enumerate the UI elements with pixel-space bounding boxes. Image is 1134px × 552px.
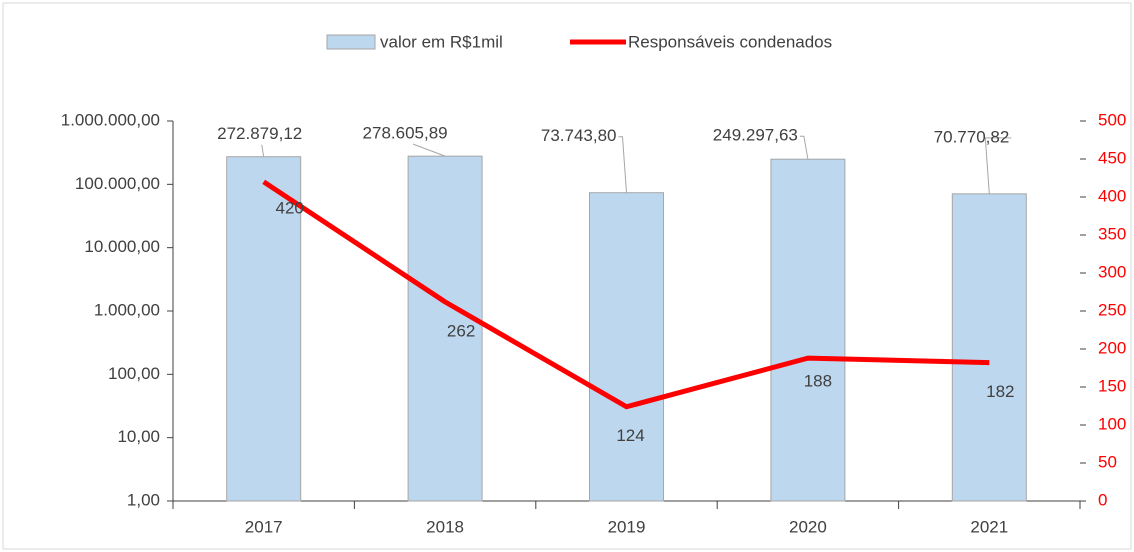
line-value-label: 420 [276,198,304,217]
y2-tick-label: 150 [1098,376,1126,395]
line-value-label: 188 [804,372,832,391]
x-tick-label: 2019 [608,517,646,536]
x-tick-label: 2021 [970,517,1008,536]
bar-value-label: 70.770,82 [934,127,1010,146]
y-tick-label: 1.000,00 [94,300,160,319]
bar-value-label: 73.743,80 [541,126,617,145]
line-value-label: 182 [986,382,1014,401]
y-tick-label: 100.000,00 [75,174,160,193]
legend-label: valor em R$1mil [380,32,503,51]
y2-tick-label: 400 [1098,186,1126,205]
leader-line [261,144,265,157]
bar [407,155,483,502]
bar-value-label: 272.879,12 [217,124,302,143]
y-tick-label: 10.000,00 [84,237,160,256]
line [262,179,990,410]
y-tick-label: 10,00 [117,427,160,446]
leader-line [799,135,809,160]
y2-tick-label: 500 [1098,110,1126,129]
bar-value-label: 249.297,63 [713,126,798,145]
y2-tick-label: 450 [1098,148,1126,167]
y2-tick-label: 100 [1098,414,1126,433]
y-tick-label: 1.000.000,00 [61,110,160,129]
y-tick-label: 1,00 [127,490,160,509]
y2-tick-label: 0 [1098,490,1107,509]
line-value-label: 124 [616,426,644,445]
leader-line [412,143,446,157]
bar [951,193,1027,502]
y2-tick-label: 250 [1098,300,1126,319]
leader-line [618,136,627,193]
bar [226,156,302,502]
x-tick-label: 2017 [245,517,283,536]
y2-tick-label: 50 [1098,452,1117,471]
bar [589,192,664,502]
bar [770,158,846,502]
bar-value-label: 278.605,89 [363,124,448,143]
legend-swatch [326,34,376,50]
leader-line [984,137,1012,194]
line-value-label: 262 [447,321,475,340]
y2-tick-label: 200 [1098,338,1126,357]
x-tick-label: 2020 [789,517,827,536]
x-tick-label: 2018 [426,517,464,536]
y-tick-label: 100,00 [108,364,160,383]
legend-label: Responsáveis condenados [628,32,832,51]
y2-tick-label: 350 [1098,224,1126,243]
y2-tick-label: 300 [1098,262,1126,281]
